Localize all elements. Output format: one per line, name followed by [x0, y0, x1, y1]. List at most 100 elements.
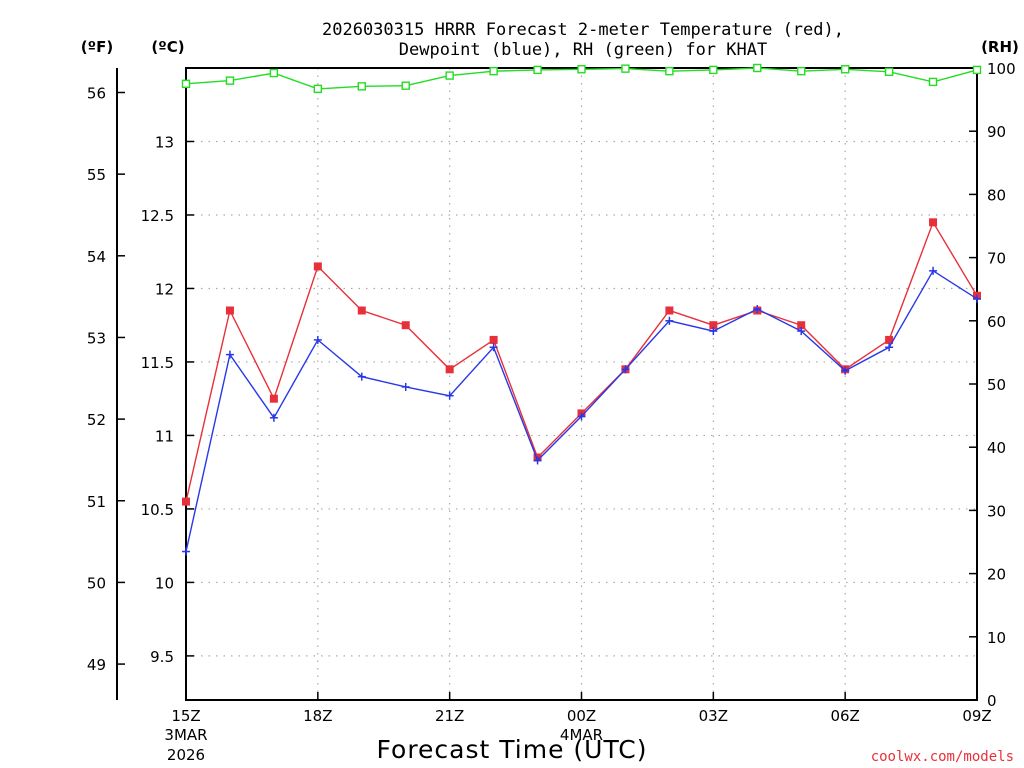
celsius-tick-label: 10.5	[141, 501, 174, 519]
temperature-point	[797, 321, 806, 330]
rh-tick-label: 70	[987, 250, 1006, 268]
chart-title: 2026030315 HRRR Forecast 2-meter Tempera…	[322, 20, 844, 60]
dewpoint-point	[841, 366, 850, 375]
tick-labels: 9.5 10 10.5 11 11.5 12 12.5 13 49 50 51 52 53 54 55 56 0…	[87, 60, 1016, 764]
x-axis-label: Forecast Time (UTC)	[377, 735, 648, 764]
dewpoint-point	[357, 372, 366, 381]
fahrenheit-tick-label: 53	[87, 329, 106, 347]
temperature-point	[357, 306, 366, 315]
x-tick-label: 21Z	[435, 707, 464, 725]
rh-tick-label: 80	[987, 186, 1006, 204]
dewpoint-point	[533, 456, 542, 465]
gridlines	[186, 68, 977, 700]
fahrenheit-tick-label: 49	[87, 656, 106, 674]
rh-point	[445, 71, 454, 80]
rh-point	[621, 64, 630, 73]
temperature-point	[885, 335, 894, 344]
rh-point	[401, 81, 410, 90]
rh-point	[709, 65, 718, 75]
celsius-axis-unit: (ºC)	[151, 38, 184, 56]
credit-text[interactable]: coolwx.com/models	[871, 749, 1014, 765]
temperature-point	[313, 262, 322, 271]
dewpoint-point	[313, 335, 322, 344]
temperature-point	[709, 321, 718, 330]
x-tick-sublabel-date: 3MAR	[164, 726, 207, 744]
x-tick-sublabel-year: 2026	[167, 746, 205, 764]
x-tick-label: 03Z	[699, 707, 728, 725]
rh-point	[928, 77, 938, 87]
dewpoint-point	[753, 305, 762, 314]
fahrenheit-tick-label: 51	[87, 493, 106, 511]
fahrenheit-tick-label: 55	[87, 166, 106, 184]
rh-tick-label: 40	[987, 439, 1006, 457]
chart-title-line1: 2026030315 HRRR Forecast 2-meter Tempera…	[322, 20, 844, 40]
dewpoint-point	[445, 391, 454, 400]
celsius-tick-label: 10	[155, 574, 174, 592]
axes	[116, 67, 978, 701]
celsius-tick-label: 11	[155, 427, 174, 445]
fahrenheit-axis-unit: (ºF)	[81, 38, 113, 56]
fahrenheit-tick-label: 52	[87, 411, 106, 429]
x-tick-label: 06Z	[830, 707, 859, 725]
dewpoint-point	[929, 266, 938, 275]
dewpoint-point	[621, 365, 630, 374]
rh-point	[840, 65, 850, 74]
rh-point	[972, 65, 982, 75]
celsius-tick-label: 12.5	[141, 207, 174, 225]
celsius-tick-label: 9.5	[150, 648, 174, 666]
rh-axis-unit: (RH)	[981, 38, 1019, 56]
rh-point	[797, 66, 806, 76]
x-tick-sublabel-date: 4MAR	[560, 726, 603, 744]
rh-point	[313, 84, 323, 94]
dewpoint-point	[665, 316, 674, 325]
x-tick-label: 18Z	[303, 707, 332, 725]
temperature-point	[665, 306, 674, 315]
rh-point	[884, 67, 894, 76]
temperature-point	[401, 321, 410, 330]
dewpoint-point	[401, 382, 410, 391]
rh-tick-label: 100	[987, 60, 1016, 78]
fahrenheit-tick-label: 54	[87, 248, 106, 266]
dewpoint-point	[225, 350, 234, 359]
temperature-point	[225, 306, 234, 315]
chart-title-line2: Dewpoint (blue), RH (green) for KHAT	[399, 40, 767, 60]
rh-point	[225, 76, 235, 85]
dewpoint-point	[797, 327, 806, 336]
rh-point	[533, 65, 542, 75]
fahrenheit-tick-label: 50	[87, 574, 106, 592]
rh-point	[181, 79, 191, 89]
rh-tick-label: 50	[987, 376, 1006, 394]
rh-point	[665, 66, 674, 76]
x-tick-label: 15Z	[171, 707, 200, 725]
rh-point	[269, 68, 279, 78]
rh-point	[577, 65, 586, 74]
temperature-point	[269, 394, 278, 403]
temperature-point	[445, 365, 454, 374]
rh-point	[489, 66, 498, 76]
rh-tick-label: 10	[987, 629, 1006, 647]
fahrenheit-tick-label: 56	[87, 84, 106, 102]
celsius-tick-label: 12	[155, 280, 174, 298]
rh-tick-label: 0	[987, 692, 997, 710]
rh-point	[753, 63, 762, 73]
dewpoint-point	[489, 343, 498, 352]
dewpoint-point	[709, 327, 718, 336]
dewpoint-point	[269, 413, 278, 422]
celsius-tick-label: 13	[155, 133, 174, 151]
rh-tick-label: 90	[987, 123, 1006, 141]
series	[181, 63, 982, 556]
dewpoint-point	[973, 294, 981, 303]
temperature-point	[182, 497, 190, 506]
rh-tick-label: 60	[987, 313, 1006, 331]
dewpoint-point	[577, 412, 586, 421]
x-tick-label: 09Z	[962, 707, 991, 725]
temperature-point	[489, 335, 498, 344]
x-tick-label: 00Z	[567, 707, 596, 725]
temperature-point	[929, 218, 938, 227]
rh-point	[357, 82, 366, 91]
rh-tick-label: 30	[987, 502, 1006, 520]
celsius-tick-label: 11.5	[141, 354, 174, 372]
dewpoint-point	[885, 343, 894, 352]
dewpoint-point	[182, 547, 190, 556]
